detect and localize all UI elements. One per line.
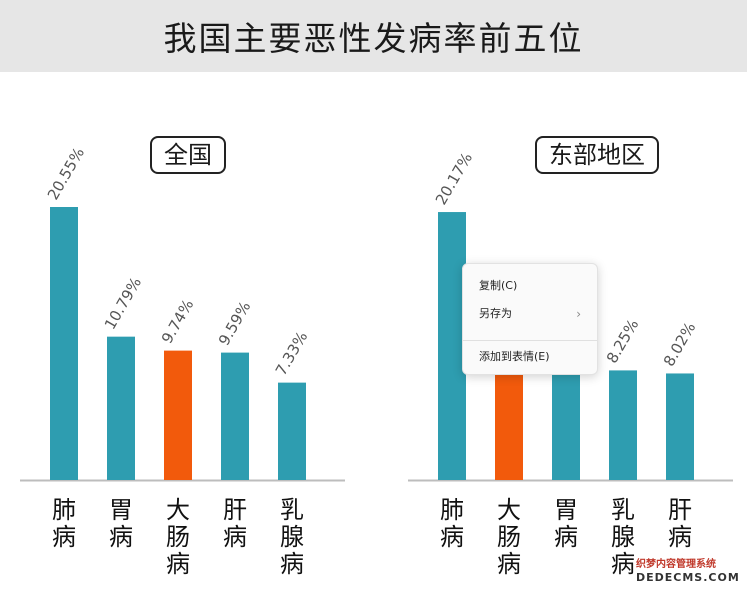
bar-national-4: [278, 382, 306, 480]
value-label: 8.25%: [603, 316, 642, 366]
category-label: 肺病: [52, 496, 76, 551]
bar-east-3: [609, 370, 637, 480]
bar-national-0: [50, 207, 78, 480]
menu-item-add-to-stickers[interactable]: 添加到表情(E): [479, 345, 587, 369]
category-label: 乳腺病: [280, 496, 304, 578]
watermark-line1: 织梦内容管理系统: [636, 559, 716, 570]
category-label: 肝病: [668, 496, 692, 551]
value-label: 7.33%: [272, 328, 311, 378]
context-menu: 复制(C) 另存为 › 添加到表情(E): [462, 263, 598, 375]
menu-item-copy[interactable]: 复制(C): [479, 274, 587, 298]
category-label: 胃病: [554, 496, 578, 551]
chart-national: 20.55% 肺病 10.79% 胃病 9.74% 大肠病 9.59% 肝病 7.33% 乳腺病: [20, 144, 345, 578]
category-label: 胃病: [109, 496, 133, 551]
bar-national-1: [107, 336, 135, 480]
bar-east-4: [666, 373, 694, 480]
page-title: 我国主要恶性发病率前五位: [163, 19, 584, 58]
category-label: 大肠病: [497, 496, 521, 578]
chevron-right-icon: ›: [576, 307, 581, 321]
menu-item-save-as-label: 另存为: [479, 307, 512, 320]
value-label: 9.59%: [215, 298, 254, 348]
watermark-line2: DEDECMS.COM: [636, 571, 740, 584]
region-label-national: 全国: [150, 136, 226, 174]
category-label: 肝病: [223, 496, 247, 551]
menu-item-copy-label: 复制(C): [479, 279, 518, 292]
category-label: 肺病: [440, 496, 464, 551]
watermark: 织梦内容管理系统 DEDECMS.COM: [636, 558, 744, 584]
region-label-east: 东部地区: [535, 136, 659, 174]
value-label: 10.79%: [101, 274, 145, 333]
value-label: 20.55%: [44, 144, 88, 203]
bar-national-2: [164, 350, 192, 480]
menu-item-add-to-stickers-label: 添加到表情(E): [479, 350, 550, 363]
category-label: 大肠病: [166, 496, 190, 578]
value-label: 9.74%: [158, 296, 197, 346]
menu-separator: [463, 340, 597, 341]
header: 我国主要恶性发病率前五位: [0, 0, 747, 72]
bar-east-0: [438, 212, 466, 481]
bar-national-3: [221, 352, 249, 480]
menu-item-save-as[interactable]: 另存为 ›: [479, 302, 587, 326]
value-label: 8.02%: [660, 319, 699, 369]
panel-national: 全国 20.55% 肺病 10.79% 胃病 9.74% 大肠病 9.59% 肝病 7.33% 乳…: [0, 72, 373, 594]
category-label: 乳腺病: [611, 496, 635, 578]
value-label: 20.17%: [432, 150, 476, 209]
